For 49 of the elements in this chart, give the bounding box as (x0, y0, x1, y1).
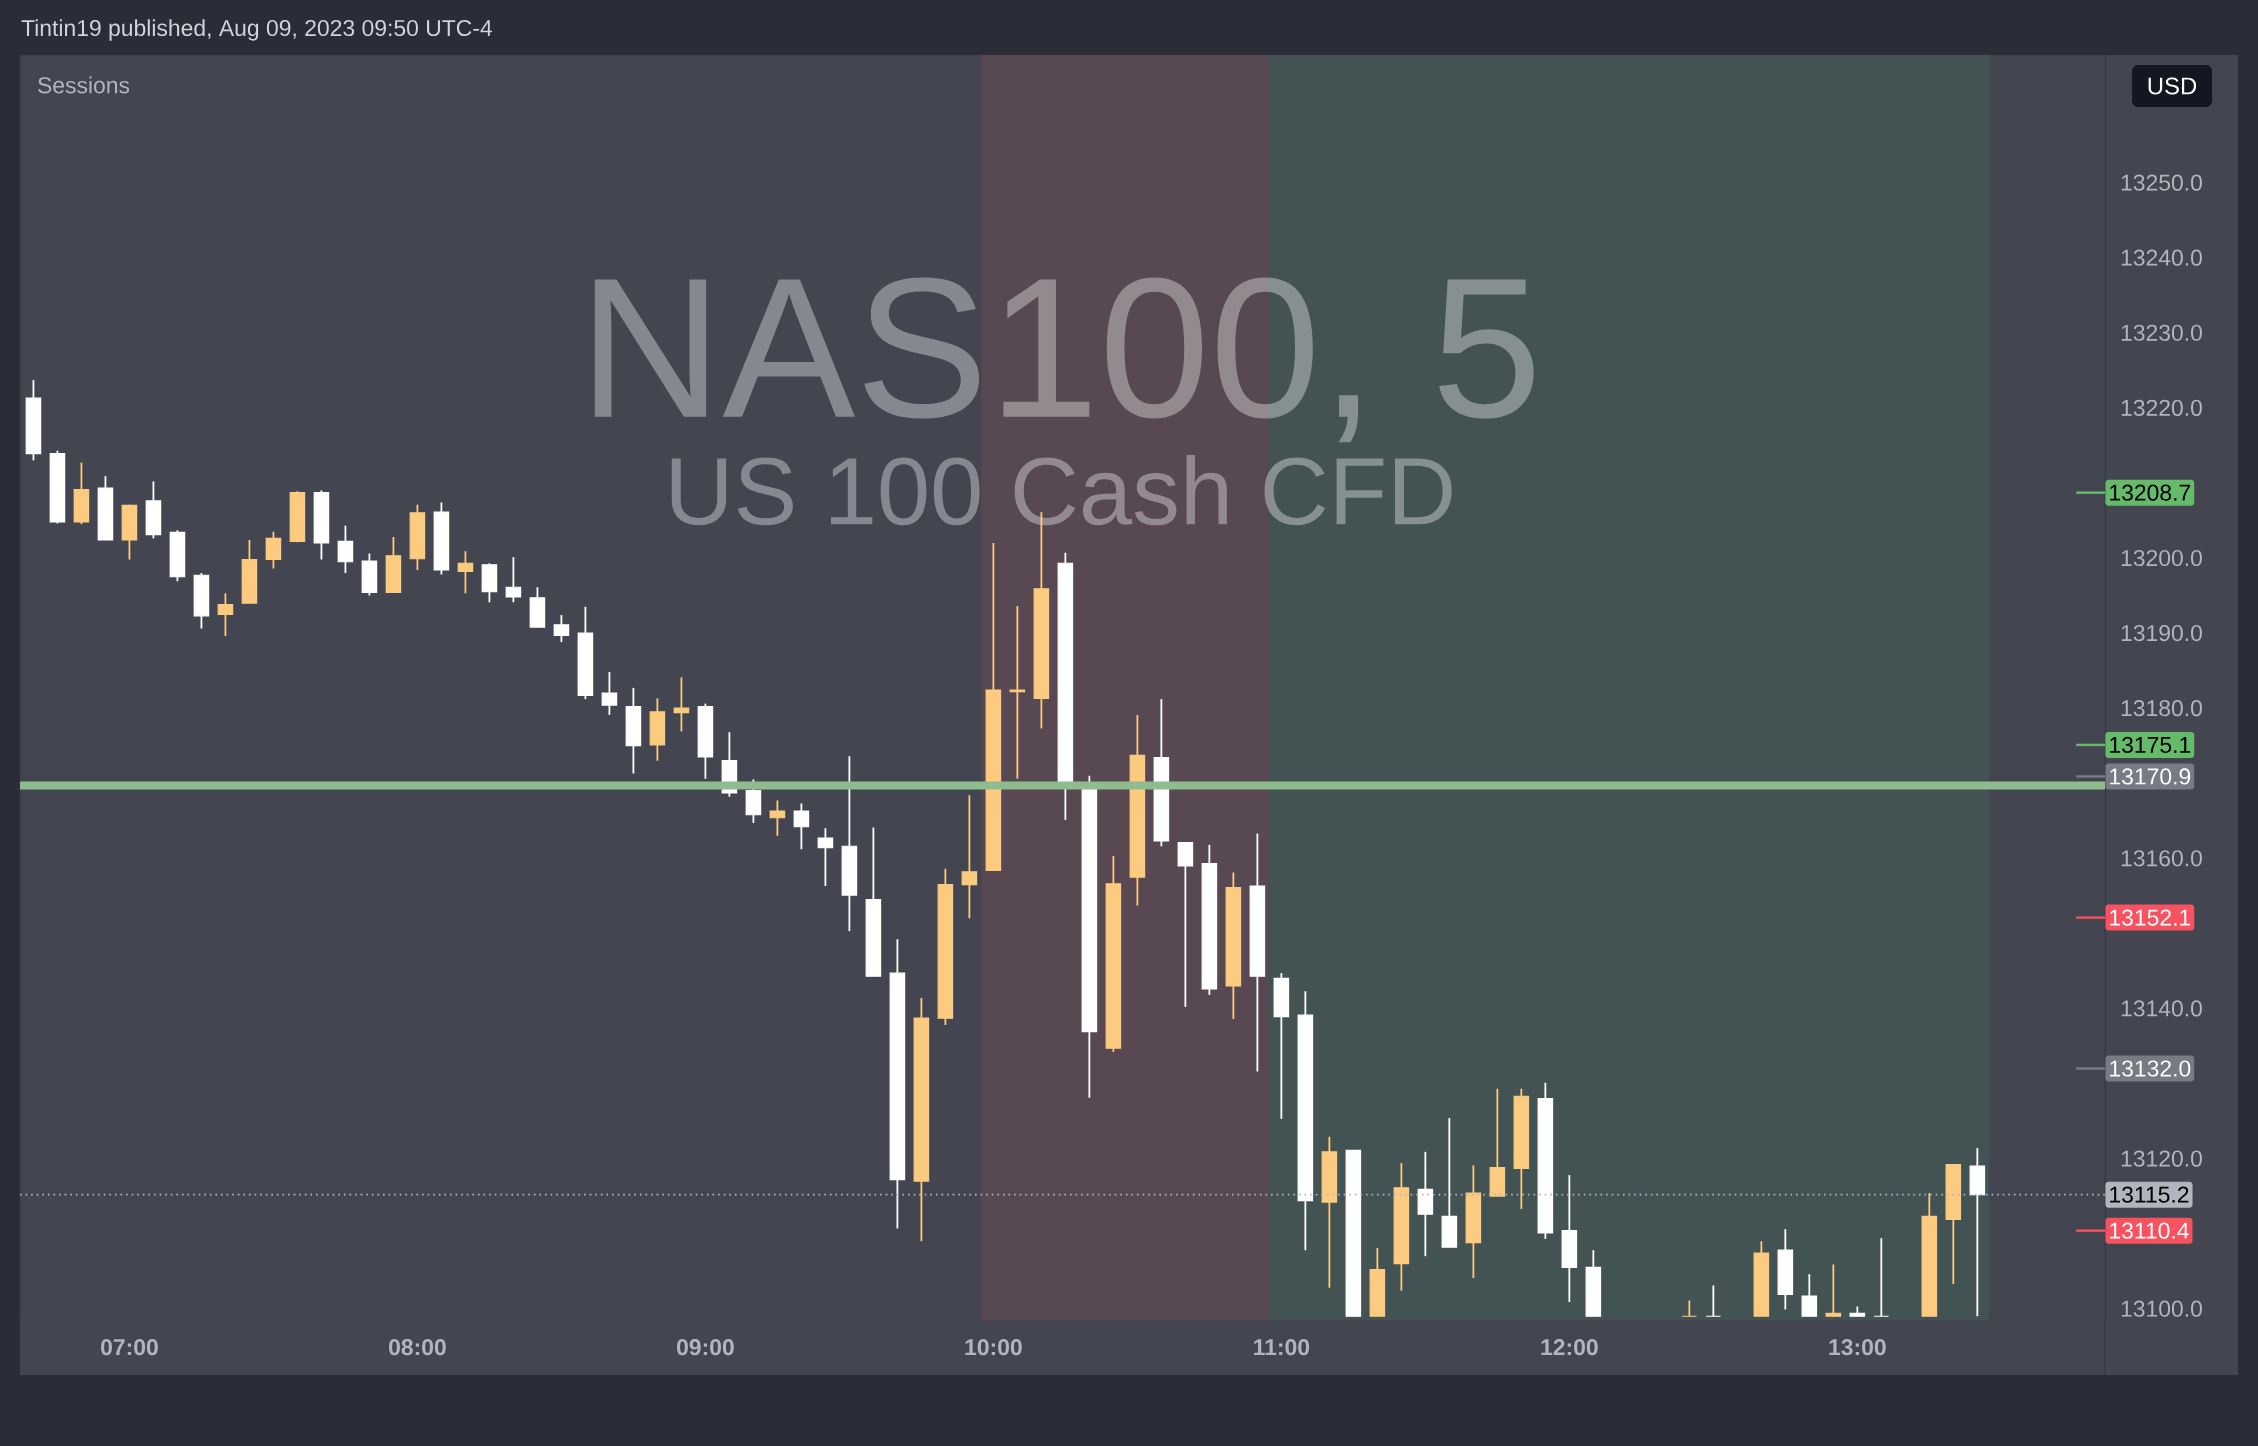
candlestick (793, 802, 810, 851)
text: USD (2148, 77, 2197, 95)
candlestick (1873, 1237, 1890, 1318)
candlestick (961, 794, 978, 920)
candlestick (601, 671, 618, 716)
y-tick-label: 13220.0 (2121, 399, 2202, 416)
x-tick-label: 09:00 (677, 1339, 734, 1356)
candlestick (265, 530, 282, 570)
y-tick-label: 13140.0 (2121, 1000, 2202, 1017)
y-tick-label: 13120.0 (2121, 1150, 2202, 1167)
candlestick (1681, 1299, 1698, 1318)
x-tick-label: 08:00 (389, 1339, 446, 1356)
candlestick (553, 614, 570, 643)
ref-line-label: 13132.0 (2110, 1060, 2191, 1077)
y-tick-label: 13200.0 (2121, 549, 2202, 567)
ref-line-label: 13208.7 (2110, 484, 2191, 501)
x-tick-label: 12:00 (1541, 1339, 1598, 1356)
y-tick-label: 13100.0 (2121, 1300, 2202, 1317)
candlestick (817, 827, 834, 887)
x-tick-label: 10:00 (965, 1339, 1022, 1356)
x-tick-label: 07:00 (101, 1339, 158, 1356)
y-tick-label: 13250.0 (2121, 174, 2202, 191)
ref-line-label: 13152.1 (2110, 909, 2191, 926)
candlestick (1825, 1263, 1842, 1318)
candlestick (457, 550, 474, 595)
y-tick-label: 13240.0 (2121, 249, 2202, 266)
candlestick (1009, 605, 1026, 780)
y-tick-label: 13230.0 (2121, 324, 2202, 341)
ref-line-label: 13175.1 (2110, 736, 2191, 754)
candlestick (337, 524, 354, 574)
x-tick-label: 13:00 (1829, 1339, 1886, 1356)
ref-line-label: 13115.2 (2110, 1186, 2189, 1203)
text: NAS100, 5 (594, 277, 1534, 443)
y-tick-label: 13180.0 (2121, 700, 2202, 717)
candlestick (673, 676, 690, 733)
candlestick (1801, 1273, 1818, 1318)
candlestick (769, 799, 786, 837)
candlestick (1177, 841, 1194, 1008)
y-tick-label: 13190.0 (2121, 624, 2202, 642)
x-tick-label: 11:00 (1254, 1339, 1310, 1356)
text: US 100 Cash CFD (671, 455, 1452, 526)
candlestick (217, 592, 234, 637)
candlestick (1705, 1284, 1722, 1318)
annotation: Sessions (38, 76, 130, 94)
candlestick (505, 556, 522, 604)
ref-line-label: 13110.4 (2110, 1222, 2189, 1239)
y-tick-label: 13160.0 (2121, 850, 2202, 867)
ref-line-label: 13170.9 (2110, 768, 2191, 785)
text: Tintin19 published, Aug 09, 2023 09:50 UTC-4 (21, 19, 492, 41)
